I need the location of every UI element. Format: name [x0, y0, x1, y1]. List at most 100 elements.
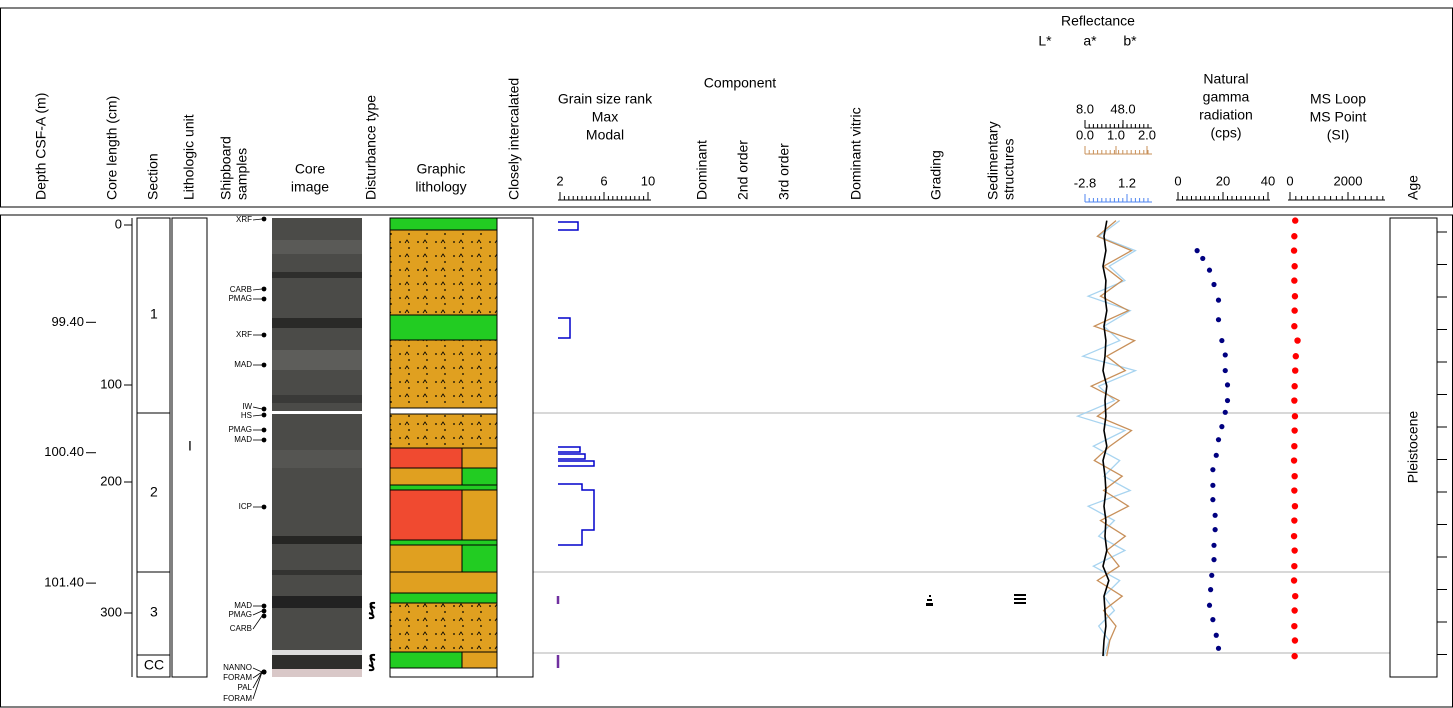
- sample-dot: [262, 428, 267, 433]
- gamma-point: [1216, 646, 1221, 651]
- sample-leader: [253, 289, 262, 290]
- ms-point: [1291, 427, 1297, 433]
- section-label: 2: [150, 484, 158, 500]
- ms-point: [1291, 563, 1297, 569]
- ms-point: [1291, 233, 1297, 239]
- tick-label: 0.0: [1076, 127, 1094, 142]
- ms-point: [1291, 653, 1297, 659]
- depth-tick-label: 101.40: [44, 575, 84, 590]
- gamma-point: [1210, 483, 1215, 488]
- ms-point: [1291, 397, 1297, 403]
- sample-label: PMAG: [228, 294, 252, 303]
- ms-point: [1293, 353, 1299, 359]
- header-label: MS Point: [1310, 109, 1367, 125]
- sample-dot: [262, 217, 267, 222]
- header-label: Core: [295, 161, 326, 177]
- gamma-point: [1207, 268, 1212, 273]
- gamma-point: [1214, 453, 1219, 458]
- sample-label: MAD: [234, 360, 252, 369]
- gamma-point: [1211, 543, 1216, 548]
- gamma-point: [1216, 437, 1221, 442]
- tick-label: 2000: [1334, 173, 1363, 188]
- core-length-label: 200: [100, 473, 122, 488]
- dynamic: 99.40100.40101.400100200300123CCIPleisto…: [44, 33, 1447, 703]
- tick-label: 48.0: [1110, 101, 1135, 116]
- header-label: Closely intercalated: [506, 78, 522, 200]
- ms-point: [1291, 473, 1297, 479]
- sample-dot: [262, 363, 267, 368]
- sample-label: IW: [242, 402, 252, 411]
- header-label: Lithologic unit: [181, 114, 197, 200]
- gamma-point: [1210, 497, 1215, 502]
- core-length-label: 100: [100, 376, 122, 391]
- legend-label: Max: [592, 109, 618, 125]
- header-label: samples: [234, 148, 250, 200]
- ms-point: [1291, 517, 1297, 523]
- sample-leader: [253, 407, 262, 409]
- core-length-label: 0: [115, 216, 122, 231]
- sample-dot: [262, 413, 267, 418]
- tick-label: 10: [641, 173, 655, 188]
- gamma-point: [1211, 557, 1216, 562]
- gamma-point: [1211, 282, 1216, 287]
- ms-point: [1292, 593, 1298, 599]
- gamma-point: [1213, 527, 1218, 532]
- tick-label: 6: [600, 173, 607, 188]
- header-label: Age: [1405, 175, 1421, 200]
- sample-label: CARB: [230, 285, 252, 294]
- gamma-point: [1200, 256, 1205, 261]
- ms-point: [1291, 443, 1297, 449]
- gamma-point: [1210, 467, 1215, 472]
- ms-point: [1292, 503, 1298, 509]
- sample-label: FORAM: [223, 694, 252, 703]
- sample-label: HS: [241, 411, 252, 420]
- header-label: Reflectance: [1061, 13, 1135, 29]
- gamma-point: [1207, 603, 1212, 608]
- tick-label: 0: [1174, 173, 1181, 188]
- sample-leader: [253, 611, 262, 615]
- depth-tick-label: 100.40: [44, 444, 84, 459]
- gamma-point: [1216, 317, 1221, 322]
- depth-tick-label: 99.40: [51, 314, 84, 329]
- gamma-point: [1209, 573, 1214, 578]
- ms-point: [1294, 337, 1300, 343]
- tick-label: 2: [556, 173, 563, 188]
- gamma-point: [1219, 424, 1224, 429]
- ms-point: [1291, 533, 1297, 539]
- sample-leader: [253, 415, 262, 416]
- header-label: Section: [145, 153, 161, 200]
- grain-size-marks: [558, 222, 594, 668]
- lithologic-unit: I: [188, 438, 192, 454]
- ms-point: [1292, 413, 1298, 419]
- gamma-point: [1216, 298, 1221, 303]
- gamma-point: [1225, 382, 1230, 387]
- header-label: MS Loop: [1310, 91, 1366, 107]
- header-label: Grading: [928, 150, 944, 200]
- sample-label: PAL: [237, 683, 252, 692]
- header-label: Sedimentary: [985, 121, 1001, 200]
- tick-label: 20: [1216, 173, 1230, 188]
- header-label: Component: [704, 75, 776, 91]
- sample-label: FORAM: [223, 673, 252, 682]
- legend-label: L*: [1038, 33, 1052, 49]
- section-label: 1: [150, 306, 158, 322]
- sample-label: CARB: [230, 624, 252, 633]
- gamma-point: [1223, 368, 1228, 373]
- ms-point: [1291, 307, 1297, 313]
- gamma-point: [1225, 398, 1230, 403]
- section-label: 3: [150, 604, 158, 620]
- sample-dot: [262, 407, 267, 412]
- sample-label: NANNO: [223, 663, 252, 672]
- ms-point: [1292, 293, 1298, 299]
- core-length-label: 300: [100, 604, 122, 619]
- tick-label: -2.8: [1074, 175, 1096, 190]
- header-label: 2nd order: [735, 140, 751, 200]
- legend-label: b*: [1123, 33, 1137, 49]
- sample-dot: [262, 438, 267, 443]
- ms-point: [1292, 367, 1298, 373]
- ms-point: [1291, 247, 1297, 253]
- section-label: CC: [144, 657, 164, 673]
- legend-label: Modal: [586, 127, 624, 143]
- header-label: Dominant: [694, 140, 710, 200]
- sample-dot: [262, 614, 267, 619]
